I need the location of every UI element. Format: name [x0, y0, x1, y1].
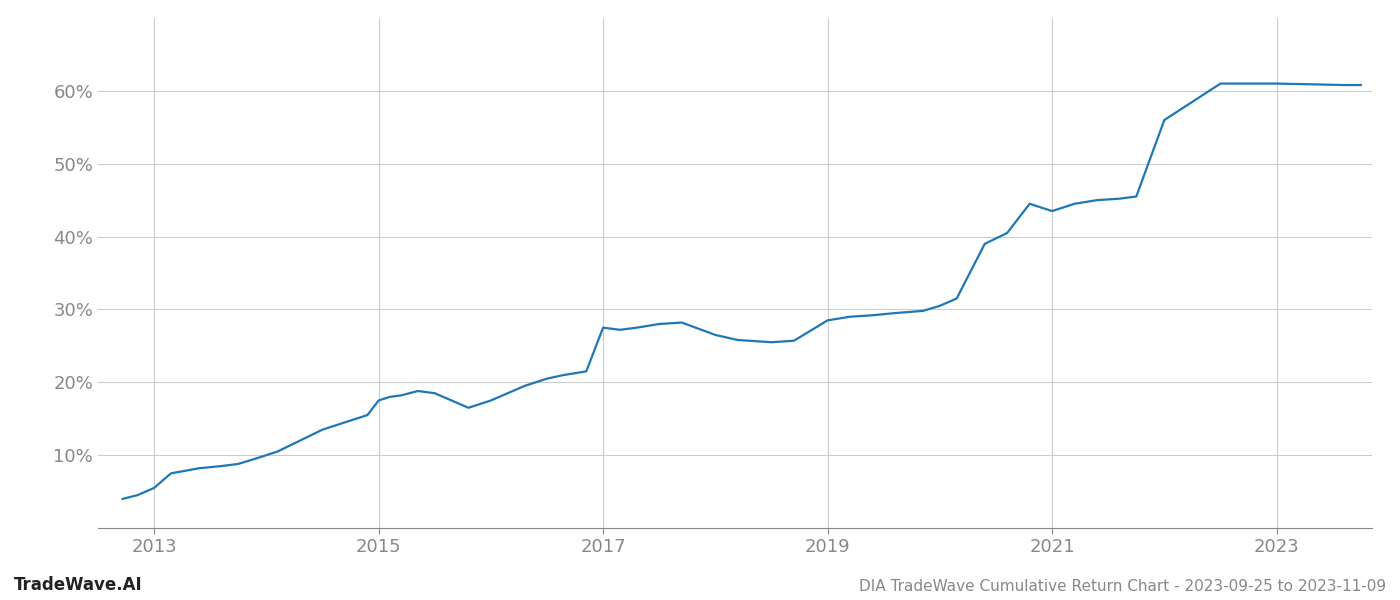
Text: DIA TradeWave Cumulative Return Chart - 2023-09-25 to 2023-11-09: DIA TradeWave Cumulative Return Chart - …	[858, 579, 1386, 594]
Text: TradeWave.AI: TradeWave.AI	[14, 576, 143, 594]
